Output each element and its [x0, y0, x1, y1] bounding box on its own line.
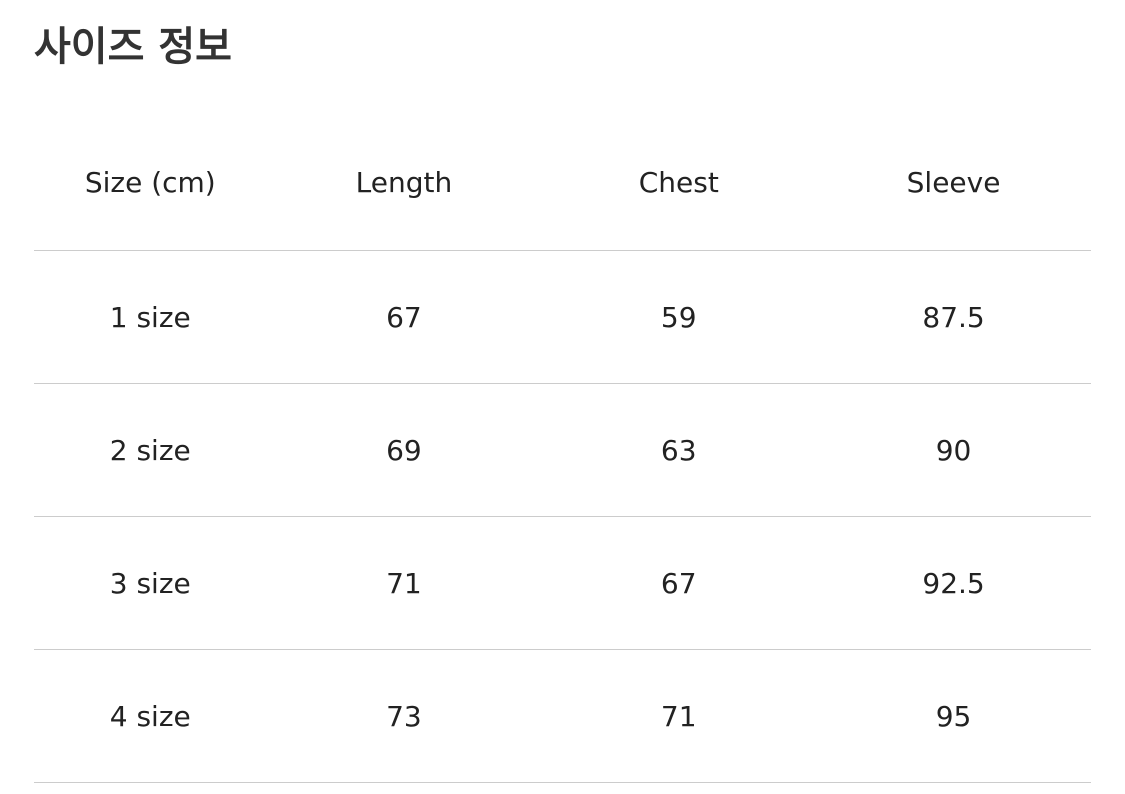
cell-length: 67 [386, 300, 422, 334]
cell-sleeve: 87.5 [922, 300, 985, 334]
cell-sleeve: 92.5 [922, 566, 985, 600]
cell-length: 71 [386, 566, 422, 600]
cell-sleeve: 95 [935, 699, 972, 733]
header-length: Length [355, 165, 453, 199]
table-row: 4 size 73 71 95 [34, 650, 1091, 783]
table-row: 3 size 71 67 92.5 [34, 517, 1091, 650]
page-title: 사이즈 정보 [34, 24, 232, 70]
cell-size: 4 size [109, 699, 191, 733]
table-row: 1 size 67 59 87.5 [34, 251, 1091, 384]
table-row: 2 size 69 63 90 [34, 384, 1091, 517]
cell-chest: 71 [660, 699, 697, 733]
cell-sleeve: 90 [935, 433, 972, 467]
size-table: Size (cm) Length Chest Sleeve 1 size 67 … [34, 114, 1091, 783]
cell-length: 69 [386, 433, 422, 467]
cell-size: 1 size [109, 300, 191, 334]
header-chest: Chest [638, 165, 719, 199]
cell-chest: 63 [660, 433, 697, 467]
cell-length: 73 [386, 699, 422, 733]
header-sleeve: Sleeve [906, 165, 1001, 199]
cell-size: 3 size [109, 566, 191, 600]
table-header: Size (cm) Length Chest Sleeve [34, 114, 1091, 251]
cell-chest: 59 [660, 300, 697, 334]
cell-chest: 67 [660, 566, 697, 600]
header-size: Size (cm) [84, 165, 216, 199]
cell-size: 2 size [109, 433, 191, 467]
